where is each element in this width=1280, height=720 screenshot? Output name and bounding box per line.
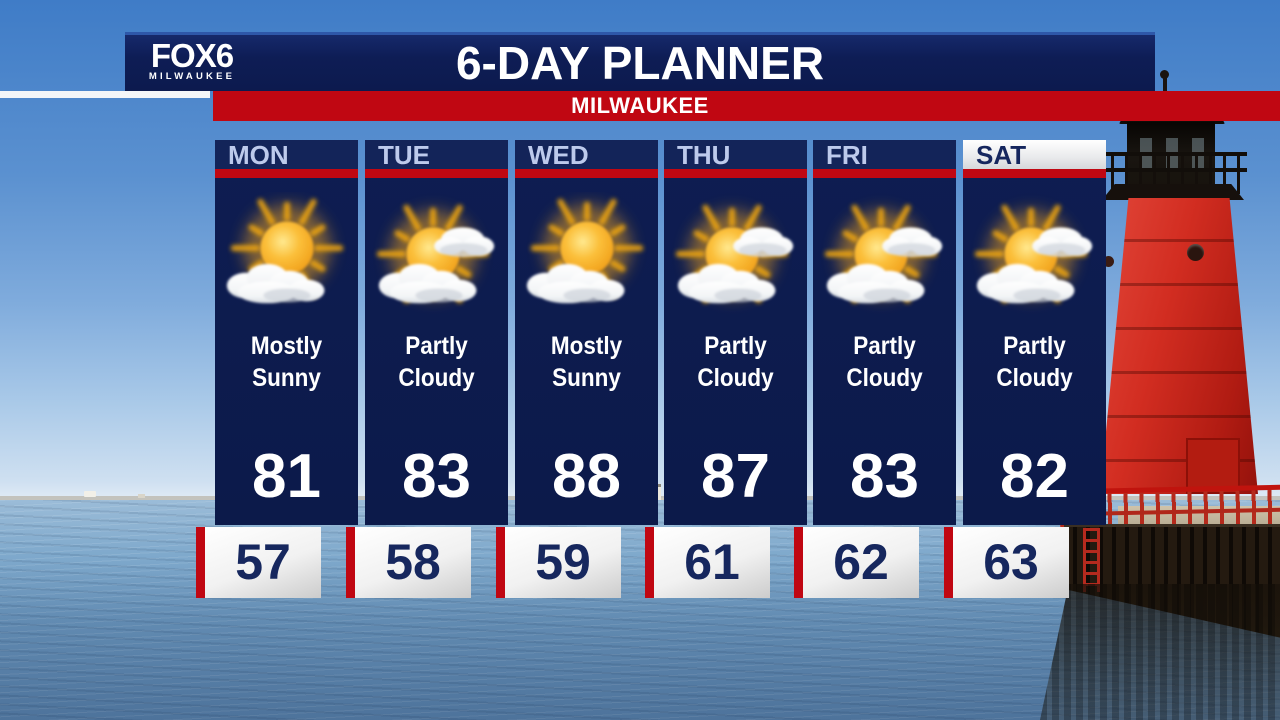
red-divider: [664, 169, 807, 178]
low-box-accent: [196, 527, 205, 598]
low-temp: 61: [684, 534, 740, 590]
low-temp: 63: [983, 534, 1039, 590]
condition-label: Partly Cloudy: [697, 332, 774, 392]
low-temp-box: 61: [645, 527, 770, 598]
day-label: WED: [515, 140, 658, 170]
lighthouse-porthole: [1187, 244, 1204, 261]
station-logo-market: MILWAUKEE: [148, 71, 236, 82]
forecast-column-wed: WED Mostly Sunny 88 59: [496, 140, 658, 598]
lighthouse-porthole: [1103, 256, 1114, 267]
low-temp-box: 63: [944, 527, 1069, 598]
day-label: FRI: [813, 140, 956, 170]
forecast-column-fri: FRI Partly Cloudy 83 62: [794, 140, 956, 598]
station-logo: FOX6 MILWAUKEE: [137, 37, 247, 82]
forecast-column-sat: SAT Partly Cloudy 82 63: [944, 140, 1106, 598]
forecast-column-tue: TUE Partly Cloudy 83 58: [346, 140, 508, 598]
lighthouse-gallery-deck: [1102, 184, 1244, 200]
low-temp: 62: [833, 534, 889, 590]
pier-reflection: [1040, 584, 1280, 720]
high-temp: 87: [701, 442, 770, 511]
low-temp: 59: [535, 534, 591, 590]
day-label: MON: [215, 140, 358, 170]
lighthouse-door: [1186, 438, 1240, 494]
forecast-column-thu: THU Partly Cloudy 87 61: [645, 140, 807, 598]
red-divider: [813, 169, 956, 178]
station-logo-name: FOX6: [150, 37, 234, 74]
day-label: THU: [664, 140, 807, 170]
condition-label: Partly Cloudy: [846, 332, 923, 392]
high-temp: 88: [552, 442, 621, 511]
red-divider: [515, 169, 658, 178]
partly-cloudy-icon: [963, 178, 1106, 330]
high-temp: 81: [252, 442, 321, 511]
high-temp: 82: [1000, 442, 1069, 511]
red-divider: [215, 169, 358, 178]
low-temp: 57: [235, 534, 291, 590]
lighthouse-spire-finial: [1160, 70, 1169, 79]
distant-boat: [84, 491, 96, 497]
day-label: SAT: [963, 140, 1106, 170]
location-label: MILWAUKEE: [571, 93, 709, 118]
low-temp-box: 59: [496, 527, 621, 598]
location-bar: MILWAUKEE: [213, 91, 1280, 121]
low-box-accent: [645, 527, 654, 598]
low-box-accent: [794, 527, 803, 598]
low-box-accent: [944, 527, 953, 598]
partly-cloudy-icon: [664, 178, 807, 330]
header-bar: FOX6 MILWAUKEE 6-DAY PLANNER: [125, 32, 1155, 91]
low-temp-box: 62: [794, 527, 919, 598]
red-divider: [365, 169, 508, 178]
high-temp: 83: [850, 442, 919, 511]
condition-label: Partly Cloudy: [398, 332, 475, 392]
low-temp: 58: [385, 534, 441, 590]
pier-ladder: [1083, 528, 1100, 592]
low-temp-box: 58: [346, 527, 471, 598]
condition-label: Mostly Sunny: [250, 332, 323, 392]
low-temp-box: 57: [196, 527, 321, 598]
partly-cloudy-icon: [365, 178, 508, 330]
low-box-accent: [496, 527, 505, 598]
condition-label: Partly Cloudy: [996, 332, 1073, 392]
forecast-column-mon: MON Mostly Sunny 81 57: [196, 140, 358, 598]
high-temp: 83: [402, 442, 471, 511]
red-divider: [963, 169, 1106, 178]
distant-boat: [138, 494, 145, 498]
partly-cloudy-icon: [813, 178, 956, 330]
condition-label: Mostly Sunny: [550, 332, 623, 392]
accent-stripe: [0, 91, 210, 98]
page-title: 6-DAY PLANNER: [455, 37, 825, 89]
low-box-accent: [346, 527, 355, 598]
mostly-sunny-icon: [215, 178, 358, 330]
day-label: TUE: [365, 140, 508, 170]
mostly-sunny-icon: [515, 178, 658, 330]
